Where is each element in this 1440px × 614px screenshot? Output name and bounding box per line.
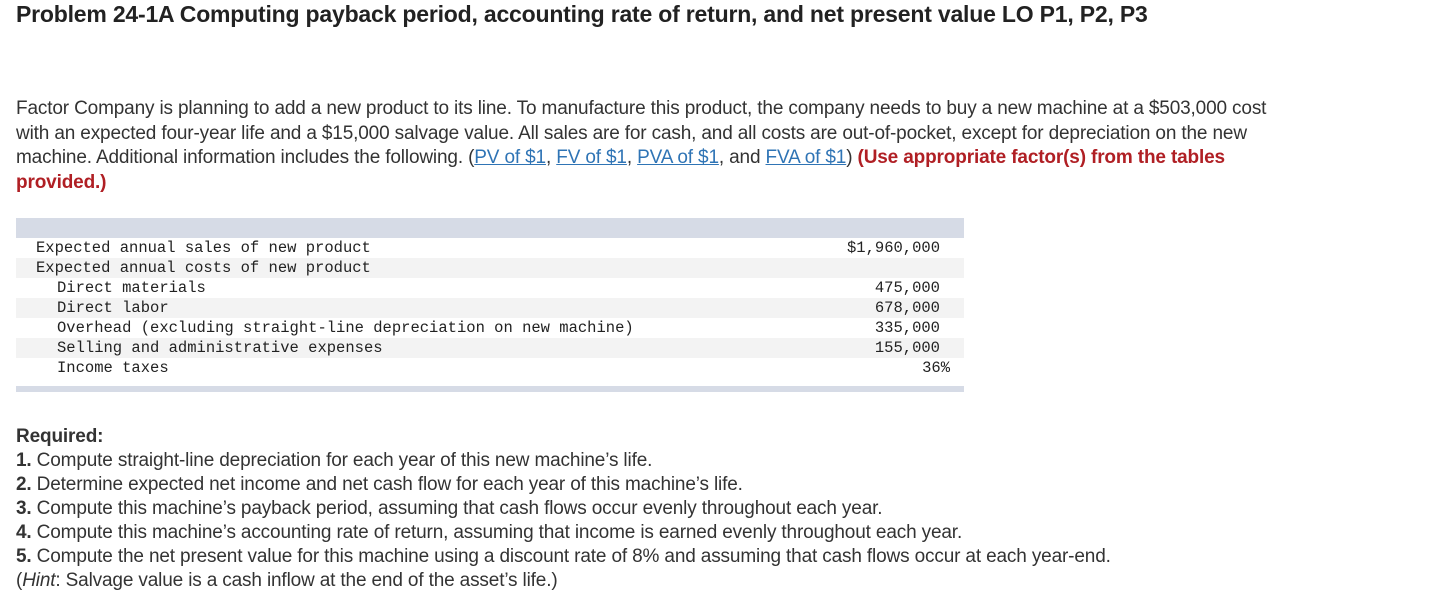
table-footer-bar	[16, 386, 964, 392]
item-text: Determine expected net income and net ca…	[31, 474, 743, 495]
item-number: 2.	[16, 474, 32, 495]
item-number: 3.	[16, 498, 32, 519]
required-item: 1. Compute straight-line depreciation fo…	[16, 449, 1316, 473]
separator: ,	[545, 147, 557, 168]
required-item: 2. Determine expected net income and net…	[16, 473, 1316, 497]
row-label: Income taxes	[57, 359, 169, 377]
item-number: 4.	[16, 522, 32, 543]
row-value: 335,000	[874, 319, 940, 337]
item-number: 1.	[16, 450, 32, 471]
row-value: 36%	[922, 359, 950, 377]
row-value: 475,000	[874, 279, 940, 297]
separator: ,	[626, 147, 638, 168]
row-label: Direct materials	[57, 279, 206, 297]
table-header-bar	[16, 218, 964, 238]
row-label: Selling and administrative expenses	[57, 339, 383, 357]
row-label: Direct labor	[57, 299, 169, 317]
row-label: Expected annual sales of new product	[36, 239, 371, 257]
link-pva-of-1[interactable]: PVA of $1	[637, 147, 719, 168]
row-value: 678,000	[874, 299, 940, 317]
required-heading: Required:	[16, 426, 104, 447]
problem-title: Problem 24-1A Computing payback period, …	[16, 1, 1148, 27]
close-paren: )	[846, 147, 853, 168]
row-label: Overhead (excluding straight-line deprec…	[57, 319, 634, 337]
intro-text: Factor Company is planning to add a new …	[16, 98, 1267, 168]
hint-label: Hint	[22, 570, 56, 591]
required-item: 3. Compute this machine’s payback period…	[16, 497, 1316, 521]
table-row: Selling and administrative expenses 155,…	[16, 338, 964, 358]
hint-open: (	[16, 570, 23, 591]
required-item: 4. Compute this machine’s accounting rat…	[16, 521, 1316, 545]
required-section: Required: 1. Compute straight-line depre…	[16, 425, 1316, 593]
table-row: Income taxes 36%	[16, 358, 964, 378]
link-fv-of-1[interactable]: FV of $1	[556, 147, 627, 168]
row-value: $1,960,000	[846, 239, 940, 257]
hint-text: : Salvage value is a cash inflow at the …	[55, 570, 558, 591]
required-item: 5. Compute the net present value for thi…	[16, 545, 1316, 569]
problem-intro: Factor Company is planning to add a new …	[16, 97, 1286, 195]
link-pv-of-1[interactable]: PV of $1	[474, 147, 546, 168]
item-text: Compute this machine’s payback period, a…	[31, 498, 883, 519]
link-fva-of-1[interactable]: FVA of $1	[765, 147, 847, 168]
separator: , and	[718, 147, 766, 168]
table-row: Direct materials 475,000	[16, 278, 964, 298]
row-label: Expected annual costs of new product	[36, 259, 371, 277]
instruction-note: (Use appropriate factor(s) from the tabl…	[16, 147, 1225, 193]
row-value: 155,000	[874, 339, 940, 357]
table-row: Expected annual sales of new product $1,…	[16, 238, 964, 258]
hint: (Hint: Salvage value is a cash inflow at…	[16, 569, 1316, 593]
table-row: Expected annual costs of new product	[16, 258, 964, 278]
item-number: 5.	[16, 546, 32, 567]
data-table: Expected annual sales of new product $1,…	[16, 218, 964, 392]
item-text: Compute this machine’s accounting rate o…	[31, 522, 963, 543]
table-row: Direct labor 678,000	[16, 298, 964, 318]
item-text: Compute the net present value for this m…	[31, 546, 1111, 567]
table-row: Overhead (excluding straight-line deprec…	[16, 318, 964, 338]
item-text: Compute straight-line depreciation for e…	[31, 450, 653, 471]
